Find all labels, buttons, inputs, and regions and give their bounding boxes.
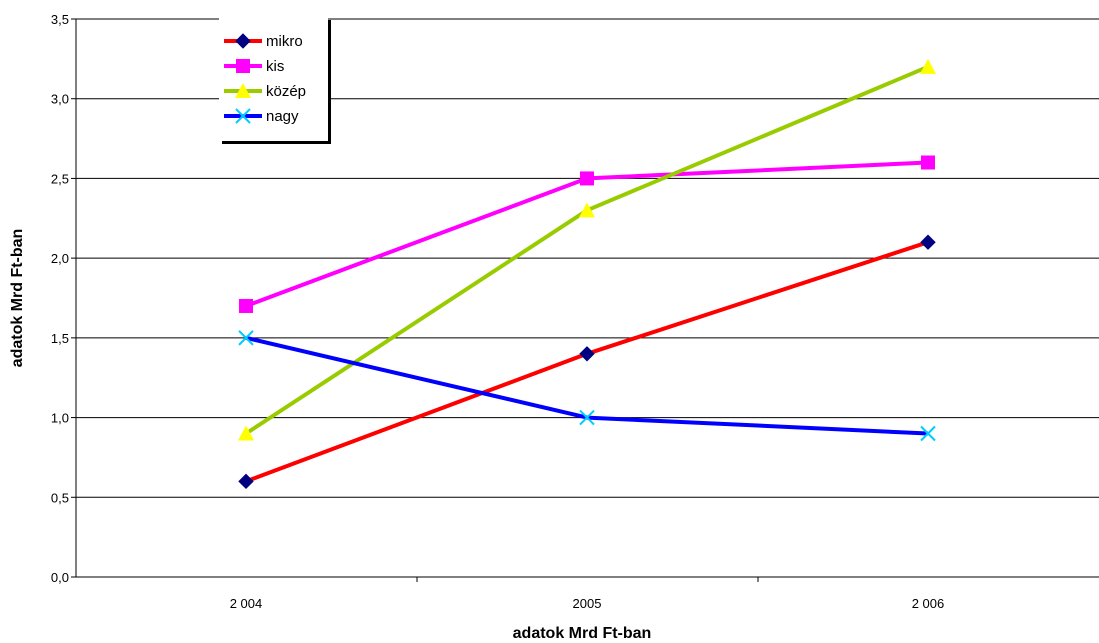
legend-label: nagy	[266, 108, 299, 125]
legend-item: nagy	[224, 108, 299, 125]
data-point	[579, 346, 595, 362]
y-tick-label: 1,5	[51, 331, 69, 346]
legend-marker	[235, 108, 251, 124]
y-tick-label: 0,5	[51, 490, 69, 505]
marker-stroke	[920, 425, 936, 442]
y-tick-label: 3,0	[51, 92, 69, 107]
data-point	[920, 234, 936, 250]
x-tick-label: 2 006	[912, 596, 945, 611]
legend-marker	[236, 59, 250, 73]
series-nagy	[238, 330, 936, 442]
legend-marker	[235, 33, 251, 49]
y-tick-label: 2,0	[51, 251, 69, 266]
legend-item: kis	[224, 58, 284, 75]
x-tick-label: 2 004	[230, 596, 263, 611]
legend-label: közép	[266, 83, 306, 100]
y-tick-label: 0,0	[51, 570, 69, 585]
series-layer	[238, 58, 936, 490]
x-tick-label: 2005	[573, 596, 602, 611]
data-point	[921, 155, 935, 170]
data-point	[920, 425, 936, 442]
legend-box	[219, 17, 328, 141]
marker-stroke	[235, 108, 251, 124]
series-mikro	[238, 234, 936, 490]
y-tick-label: 1,0	[51, 411, 69, 426]
data-point	[920, 58, 936, 74]
data-point	[238, 330, 254, 346]
y-axis-title: adatok Mrd Ft-ban	[9, 229, 26, 368]
series-line	[244, 64, 929, 436]
legend-marker	[235, 83, 251, 98]
y-tick-label: 3,5	[51, 12, 69, 27]
x-axis-title: adatok Mrd Ft-ban	[513, 625, 652, 642]
legend-label: mikro	[266, 33, 303, 50]
legend-item: közép	[224, 83, 306, 100]
x-tick-labels: 2 004 2005 2 006	[230, 577, 945, 611]
y-tick-label: 2,5	[51, 171, 69, 186]
data-point	[579, 202, 595, 218]
data-point	[579, 409, 595, 426]
series-közép	[238, 58, 936, 441]
data-point	[580, 171, 594, 186]
legend: mikro kis közép nagy	[219, 17, 331, 144]
y-tick-labels: 0,0 0,5 1,0 1,5 2,0 2,5 3,0 3,5	[51, 12, 76, 585]
legend-label: kis	[266, 58, 284, 75]
marker-stroke	[579, 409, 595, 426]
legend-item: mikro	[224, 33, 303, 50]
series-kis	[239, 155, 935, 313]
data-point	[238, 425, 254, 441]
data-point	[239, 298, 253, 313]
data-point	[238, 473, 254, 490]
marker-stroke	[238, 330, 254, 346]
axes	[75, 19, 1099, 578]
